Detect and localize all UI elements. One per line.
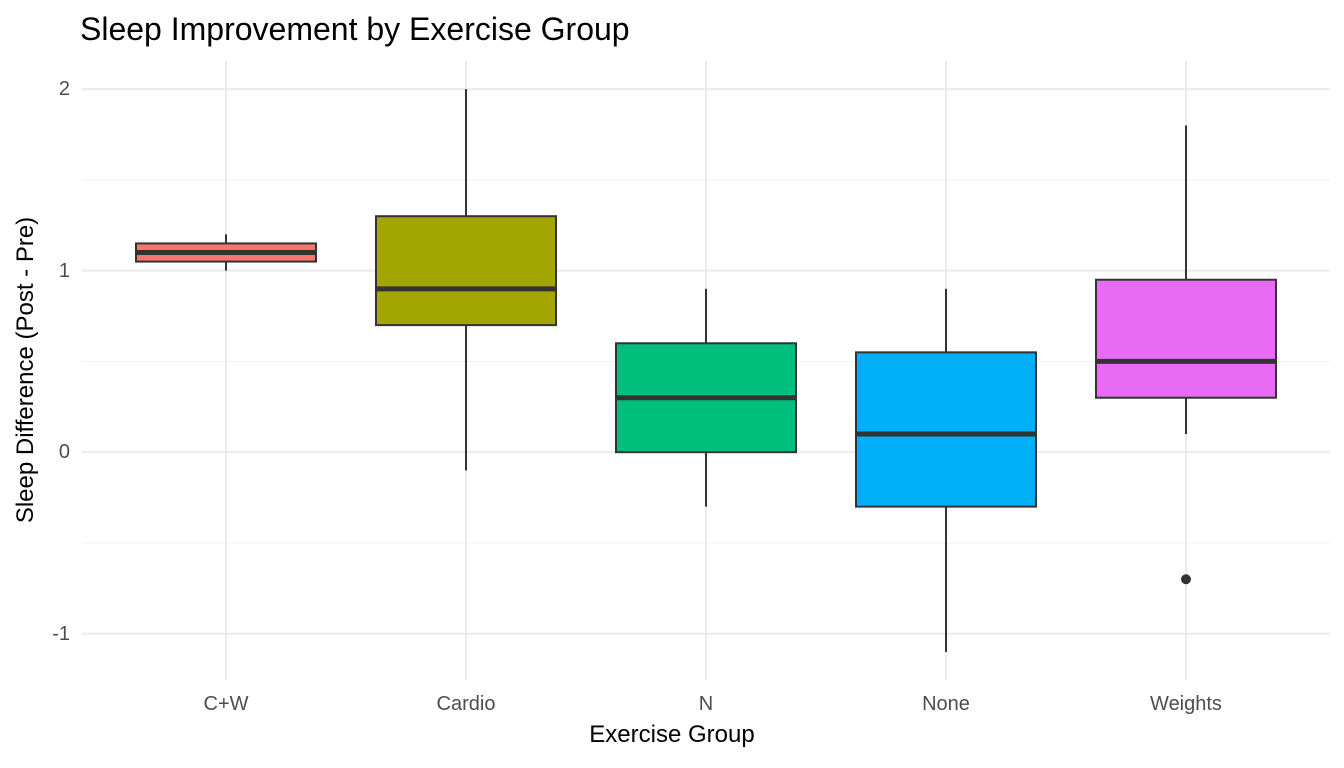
x-tick-label: C+W: [203, 693, 249, 715]
x-tick-label: Weights: [1150, 693, 1222, 715]
outlier-point: [1181, 574, 1191, 585]
chart-title: Sleep Improvement by Exercise Group: [80, 11, 630, 47]
boxplot-box: [375, 215, 557, 327]
y-tick-label: 1: [58, 259, 70, 282]
y-tick-label: -1: [52, 622, 70, 645]
x-tick-label: N: [698, 693, 714, 715]
y-tick-label: 2: [58, 78, 70, 101]
x-axis-title: Exercise Group: [0, 721, 1344, 749]
x-axis-title-text: Exercise Group: [589, 721, 755, 748]
boxplot-box: [1095, 278, 1277, 399]
x-tick-label: Cardio: [436, 693, 496, 715]
y-tick-label: 0: [58, 441, 70, 464]
boxplot-box: [855, 351, 1037, 508]
x-tick-label: None: [922, 693, 970, 715]
